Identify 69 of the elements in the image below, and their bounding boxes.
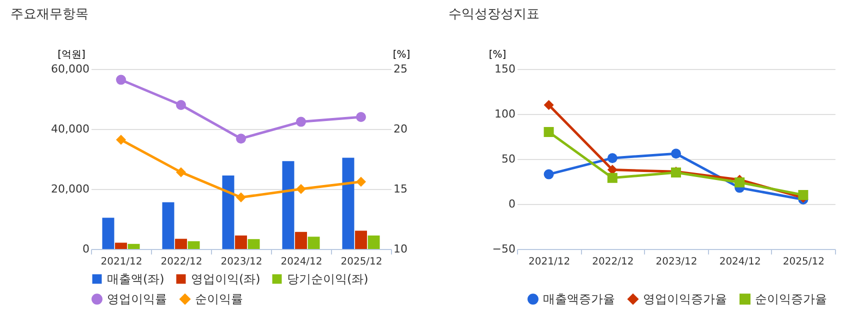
point [176, 167, 186, 178]
point [607, 172, 618, 183]
y-axis-title: [%] [488, 50, 506, 60]
bar [342, 158, 354, 249]
chart-title: 수익성장성지표 [448, 7, 540, 22]
point [176, 100, 186, 110]
bar [162, 202, 174, 249]
x-tick-label: 2022/12 [160, 256, 202, 268]
point [798, 190, 808, 200]
legend-label: 순이익률 [195, 292, 243, 306]
y-tick-label: 50 [502, 152, 516, 166]
y-tick-label: 40,000 [51, 122, 90, 136]
chart-title: 주요재무항목 [10, 7, 89, 22]
legend-label: 순이익증가율 [755, 292, 827, 306]
point [734, 177, 745, 188]
bar [248, 239, 260, 249]
legend-label: 당기순이익(좌) [287, 272, 368, 286]
bar [175, 238, 187, 249]
y2-axis-title: [%] [392, 50, 410, 60]
x-tick-label: 2021/12 [100, 256, 142, 268]
y-tick-label: −50 [492, 242, 516, 256]
bar [222, 176, 234, 249]
legend-label: 영업이익증가율 [643, 292, 727, 306]
y-tick-label: 20,000 [51, 182, 90, 196]
point [544, 100, 554, 110]
y-tick-label: 150 [494, 62, 516, 76]
bar [282, 161, 294, 249]
y2-tick-label: 15 [394, 182, 408, 196]
y2-tick-label: 20 [394, 122, 408, 136]
x-tick-label: 2022/12 [592, 256, 634, 268]
point [296, 184, 306, 194]
x-tick-label: 2025/12 [340, 256, 382, 268]
x-tick-label: 2023/12 [220, 256, 262, 268]
point [671, 148, 681, 159]
point [544, 127, 554, 137]
point [116, 74, 126, 85]
y2-tick-label: 25 [394, 62, 408, 76]
point [296, 116, 306, 127]
legend-label: 영업이익률 [107, 292, 167, 306]
point [236, 134, 246, 144]
y-tick-label: 100 [494, 108, 516, 120]
point [607, 153, 618, 164]
y-axis-title: [억원] [58, 50, 86, 60]
point [116, 134, 126, 145]
bar [115, 242, 127, 249]
bar [102, 218, 114, 249]
x-tick-label: 2025/12 [782, 256, 824, 268]
legend-label: 매출액(좌) [107, 272, 164, 286]
x-tick-label: 2023/12 [656, 256, 698, 268]
bar [295, 232, 307, 249]
x-tick-label: 2021/12 [528, 256, 570, 268]
x-tick-label: 2024/12 [280, 256, 322, 268]
y-tick-label: 0 [508, 198, 516, 210]
y-tick-label: 60,000 [51, 62, 90, 76]
bar [355, 230, 367, 249]
bar [368, 236, 380, 249]
x-tick-label: 2024/12 [719, 256, 761, 268]
legend-label: 매출액증가율 [543, 292, 615, 306]
point [356, 176, 366, 187]
bar [235, 236, 247, 249]
bar [188, 241, 200, 249]
point [544, 169, 554, 180]
point [236, 192, 246, 202]
point [356, 112, 366, 122]
legend-label: 영업이익(좌) [191, 272, 260, 286]
bar [308, 236, 320, 249]
y-tick-label: 0 [82, 242, 90, 256]
bar [128, 244, 140, 249]
y2-tick-label: 10 [394, 242, 408, 256]
